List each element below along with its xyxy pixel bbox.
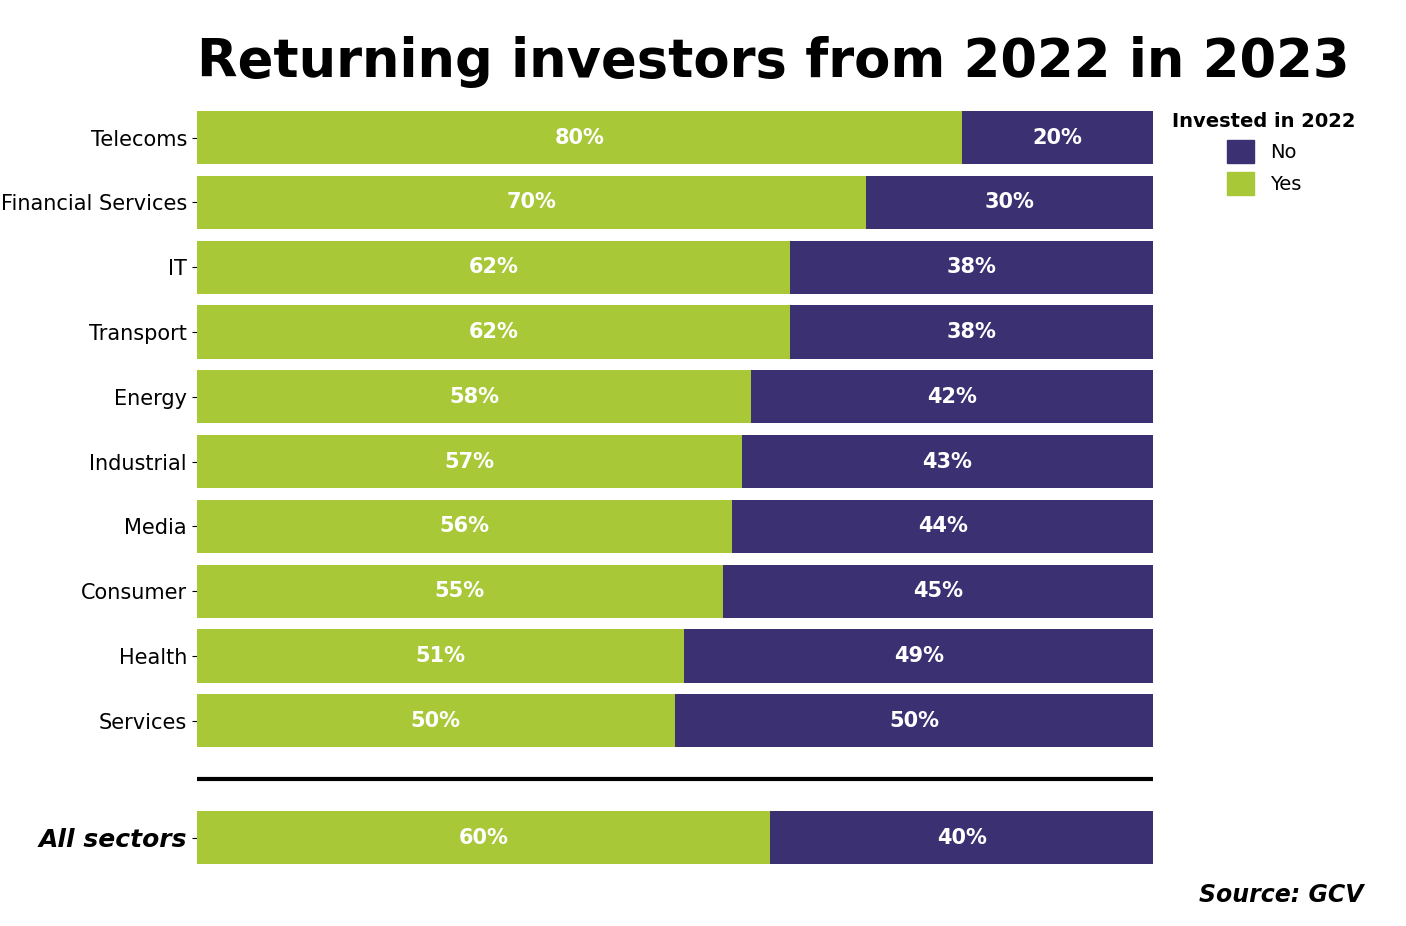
Bar xyxy=(197,630,685,682)
Text: 56%: 56% xyxy=(440,517,489,536)
Bar xyxy=(790,241,1153,294)
Text: 55%: 55% xyxy=(434,582,485,601)
Text: 38%: 38% xyxy=(946,322,997,342)
Bar xyxy=(723,565,1153,618)
Text: 49%: 49% xyxy=(894,646,943,666)
Bar xyxy=(197,811,770,864)
Text: 50%: 50% xyxy=(889,711,939,731)
Text: 44%: 44% xyxy=(918,517,967,536)
Bar xyxy=(790,306,1153,358)
Bar xyxy=(770,811,1153,864)
Bar xyxy=(197,435,742,488)
Bar xyxy=(751,370,1153,423)
Bar xyxy=(675,694,1153,747)
Text: 60%: 60% xyxy=(458,828,509,847)
Text: 40%: 40% xyxy=(936,828,987,847)
Text: 58%: 58% xyxy=(449,387,499,407)
Bar xyxy=(733,500,1153,553)
Text: Source: GCV: Source: GCV xyxy=(1199,883,1364,907)
Text: 45%: 45% xyxy=(912,582,963,601)
Bar xyxy=(197,565,723,618)
Bar xyxy=(197,111,962,164)
Text: 57%: 57% xyxy=(444,452,495,471)
Bar xyxy=(197,241,790,294)
Bar xyxy=(197,694,675,747)
Text: 62%: 62% xyxy=(468,322,519,342)
Text: 38%: 38% xyxy=(946,257,997,277)
Bar xyxy=(197,306,790,358)
Text: 51%: 51% xyxy=(416,646,465,666)
Text: 62%: 62% xyxy=(468,257,519,277)
Text: 30%: 30% xyxy=(984,193,1035,212)
Text: 80%: 80% xyxy=(554,128,605,147)
Text: 20%: 20% xyxy=(1032,128,1083,147)
Text: 43%: 43% xyxy=(922,452,973,471)
Bar xyxy=(742,435,1153,488)
Bar xyxy=(197,370,751,423)
Bar xyxy=(866,176,1153,229)
Bar xyxy=(197,176,866,229)
Text: Returning investors from 2022 in 2023: Returning investors from 2022 in 2023 xyxy=(197,36,1350,88)
Text: 70%: 70% xyxy=(506,193,557,212)
Text: 42%: 42% xyxy=(927,387,977,407)
Legend: No, Yes: No, Yes xyxy=(1173,111,1355,195)
Bar xyxy=(197,500,733,553)
Text: 50%: 50% xyxy=(411,711,461,731)
Bar xyxy=(962,111,1153,164)
Bar xyxy=(685,630,1153,682)
